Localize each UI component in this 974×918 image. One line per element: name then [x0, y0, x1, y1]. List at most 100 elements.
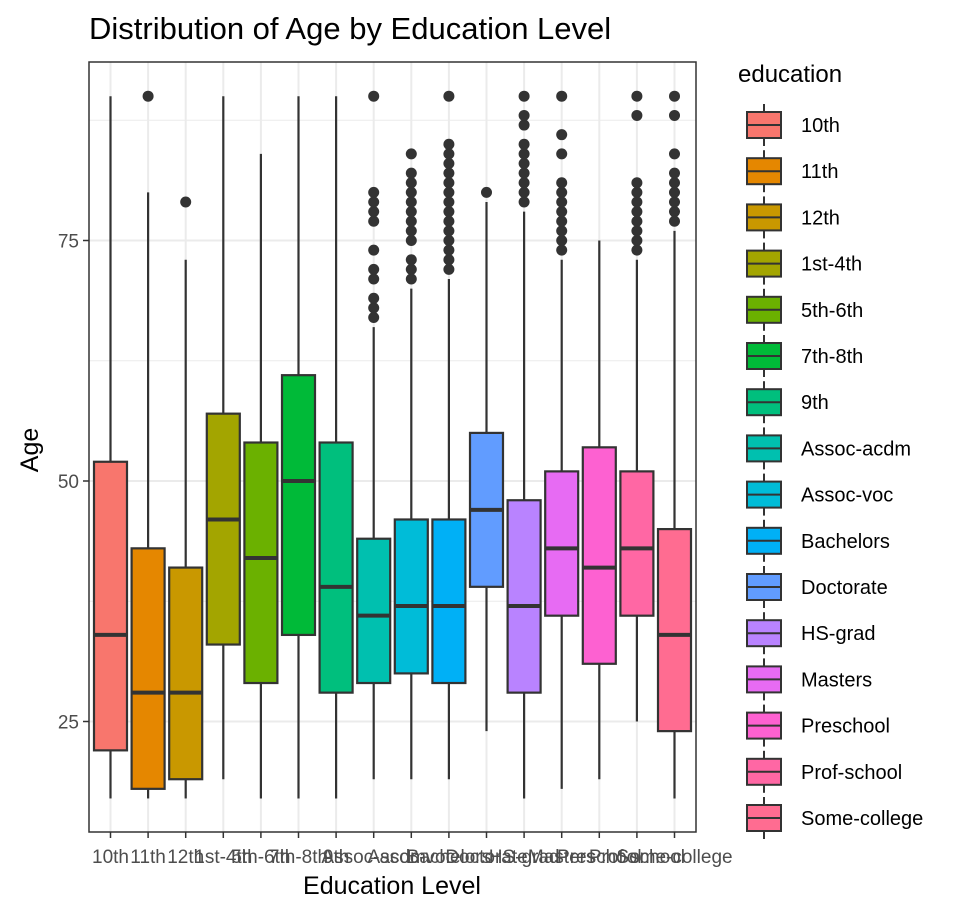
outlier-point — [405, 177, 417, 189]
y-axis-title: Age — [16, 428, 44, 472]
outlier-point — [368, 90, 380, 102]
outlier-point — [518, 167, 530, 179]
legend-item: HS-grad — [746, 612, 875, 655]
plot-border — [88, 61, 697, 833]
outlier-point — [631, 215, 643, 227]
outlier-point — [669, 148, 680, 160]
x-tick-label: Doctorate — [445, 847, 527, 868]
legend-label: 1st-4th — [801, 254, 862, 276]
outlier-point — [669, 109, 680, 121]
legend-label: 5th-6th — [801, 300, 863, 322]
outlier-point — [368, 186, 380, 198]
legend-label: Masters — [801, 669, 872, 691]
outlier-point — [443, 235, 455, 246]
box-body — [168, 566, 204, 781]
legend-item: 7th-8th — [746, 335, 863, 377]
box-body — [280, 374, 317, 637]
outlier-point — [368, 263, 380, 275]
outlier-point — [443, 148, 455, 160]
outlier-point — [405, 215, 417, 227]
x-tick-label: Masters — [528, 847, 596, 868]
legend-item: Some-college — [746, 797, 923, 839]
y-tick-label: 25 — [58, 713, 79, 734]
outlier-point — [669, 215, 680, 227]
box-body — [92, 460, 129, 752]
box-1st-4th — [205, 96, 241, 780]
legend-label: Prof-school — [801, 762, 902, 784]
outlier-point — [669, 167, 680, 179]
outlier-point — [368, 273, 380, 285]
outlier-point — [518, 138, 530, 150]
outlier-point — [443, 90, 455, 102]
box-body — [130, 547, 166, 790]
outlier-point — [518, 196, 530, 208]
box-body — [619, 470, 655, 617]
legend-label: Doctorate — [801, 577, 888, 599]
box-body — [356, 537, 392, 685]
box-Assoc-acdm — [356, 90, 392, 780]
legend-label: 9th — [801, 392, 829, 414]
legend-item: 9th — [746, 381, 829, 424]
box-body — [431, 518, 467, 685]
outlier-point — [556, 244, 568, 256]
outlier-point — [405, 273, 417, 285]
outlier-point — [405, 235, 417, 246]
outlier-point — [556, 177, 568, 189]
x-tick-label: Bachelors — [407, 847, 492, 868]
outlier-point — [405, 186, 417, 198]
outlier-point — [180, 196, 192, 208]
outlier-point — [556, 235, 568, 246]
box-body — [656, 527, 693, 733]
outlier-point — [368, 292, 380, 304]
x-tick-label: 9th — [323, 847, 349, 868]
outlier-point — [443, 158, 455, 170]
legend-label: 7th-8th — [801, 346, 863, 368]
outlier-point — [443, 138, 455, 150]
outlier-point — [443, 177, 455, 189]
legend-item: 1st-4th — [746, 242, 862, 285]
outlier-point — [631, 244, 643, 256]
outlier-point — [631, 109, 643, 121]
plot-area — [88, 61, 697, 833]
legend-item: Assoc-acdm — [746, 427, 911, 470]
legend-label: Preschool — [801, 716, 890, 738]
outlier-point — [518, 186, 530, 198]
outlier-point — [556, 90, 568, 102]
x-tick-label: Assoc-voc — [367, 847, 455, 868]
box-Doctorate — [468, 186, 505, 732]
legend-item: 10th — [746, 104, 840, 146]
outlier-point — [405, 196, 417, 208]
box-body — [243, 441, 279, 685]
legend-item: 12th — [746, 196, 840, 239]
outlier-point — [669, 196, 680, 208]
x-tick-label: 12th — [167, 847, 204, 868]
x-tick-label: Preschool — [557, 847, 642, 868]
outlier-point — [631, 206, 643, 218]
outlier-point — [368, 196, 380, 208]
outlier-point — [556, 215, 568, 227]
outlier-point — [631, 235, 643, 246]
outlier-point — [631, 177, 643, 189]
legend-item: Prof-school — [746, 750, 902, 793]
legend-label: Assoc-acdm — [801, 438, 911, 460]
outlier-point — [443, 254, 455, 266]
outlier-point — [556, 196, 568, 208]
outlier-point — [443, 186, 455, 198]
legend-label: 10th — [801, 115, 840, 137]
box-Some-college — [656, 90, 693, 799]
y-tick-label: 50 — [58, 472, 79, 493]
outlier-point — [669, 177, 680, 189]
outlier-point — [405, 225, 417, 237]
outlier-point — [443, 215, 455, 227]
box-body — [393, 518, 429, 675]
box-Assoc-voc — [393, 148, 429, 780]
box-11th — [130, 90, 166, 799]
box-10th — [92, 96, 129, 799]
outlier-point — [443, 196, 455, 208]
outlier-point — [556, 225, 568, 237]
outlier-point — [405, 148, 417, 160]
box-Preschool — [581, 240, 617, 780]
outlier-point — [631, 90, 643, 102]
legend-label: 12th — [801, 207, 840, 229]
outlier-point — [518, 109, 530, 121]
